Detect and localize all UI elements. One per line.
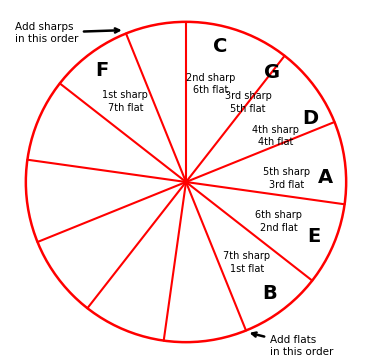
Text: 6th sharp
2nd flat: 6th sharp 2nd flat xyxy=(256,210,302,233)
Text: 3rd sharp
5th flat: 3rd sharp 5th flat xyxy=(225,91,272,114)
Text: F: F xyxy=(96,61,109,80)
Text: A: A xyxy=(318,168,333,187)
Text: G: G xyxy=(264,63,280,82)
Text: 7th sharp
1st flat: 7th sharp 1st flat xyxy=(223,252,270,274)
Text: 2nd sharp
6th flat: 2nd sharp 6th flat xyxy=(186,73,235,95)
Text: E: E xyxy=(308,227,321,246)
Text: 5th sharp
3rd flat: 5th sharp 3rd flat xyxy=(263,167,310,190)
Text: C: C xyxy=(212,37,227,56)
Text: D: D xyxy=(302,109,318,128)
Text: 4th sharp
4th flat: 4th sharp 4th flat xyxy=(253,125,299,147)
Text: B: B xyxy=(263,284,277,303)
Text: Add sharps
in this order: Add sharps in this order xyxy=(15,22,119,44)
Text: 1st sharp
7th flat: 1st sharp 7th flat xyxy=(102,90,148,112)
Text: Add flats
in this order: Add flats in this order xyxy=(252,333,333,357)
